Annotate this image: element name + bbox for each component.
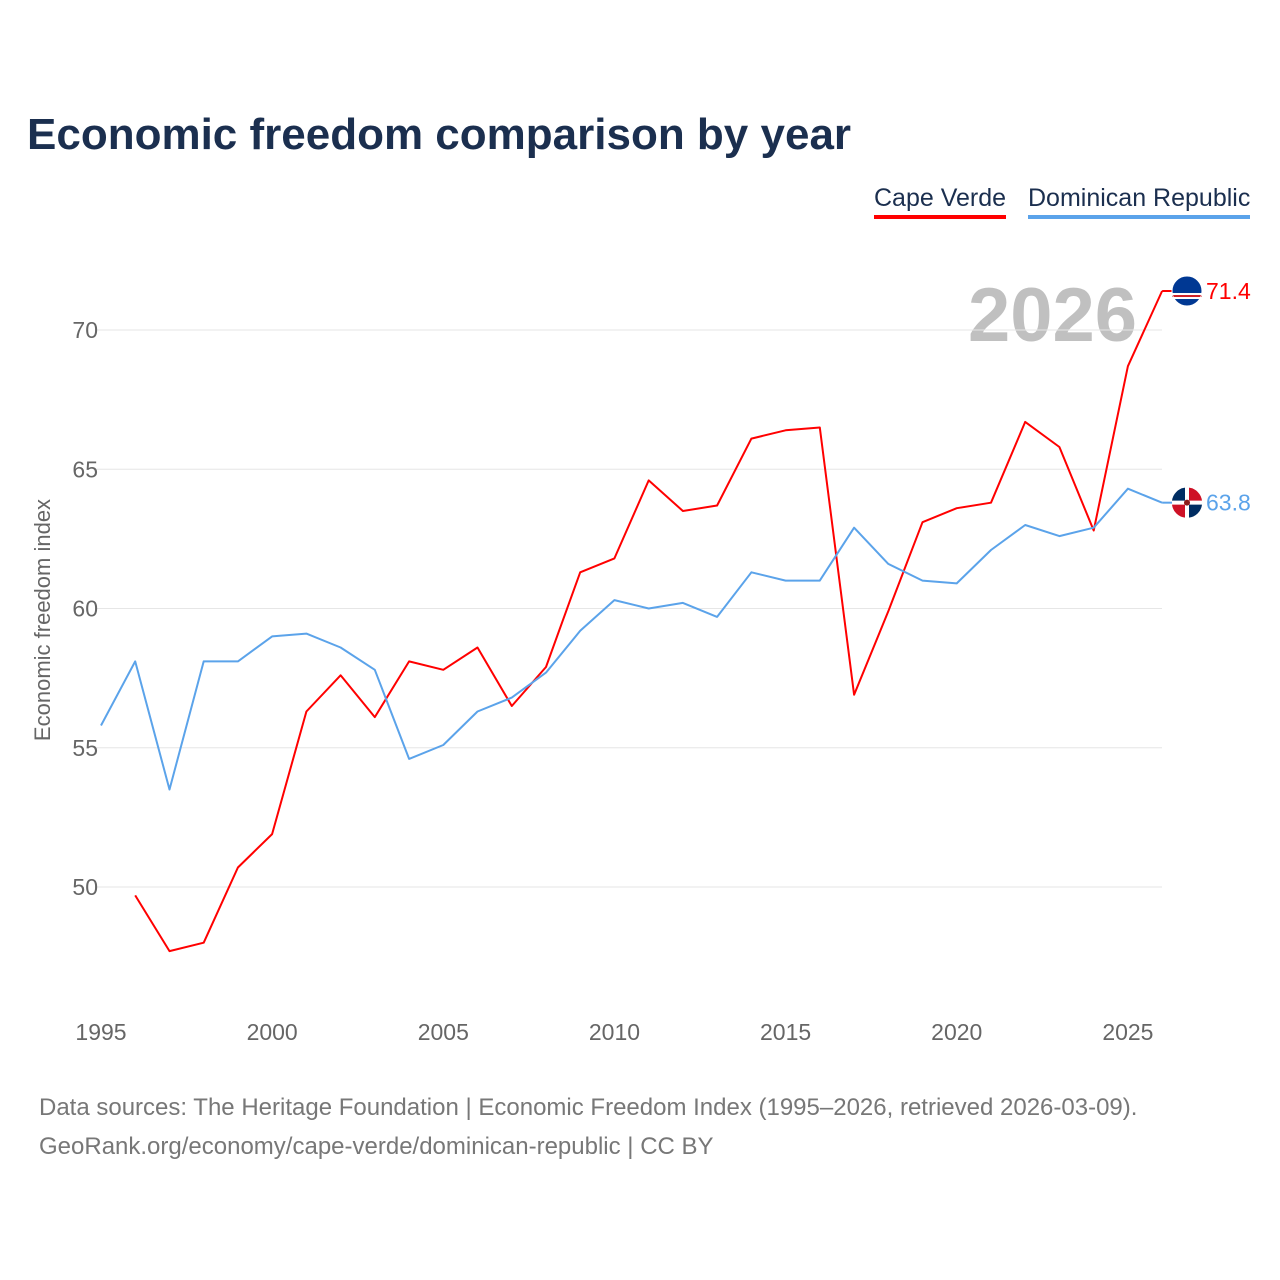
x-tick-label: 2015 bbox=[760, 1019, 811, 1045]
flag-quarter bbox=[1172, 504, 1185, 518]
flag-quarter bbox=[1172, 487, 1185, 501]
x-tick-label: 2025 bbox=[1102, 1019, 1153, 1045]
flag-border bbox=[1171, 275, 1203, 307]
cape-verde-flag-icon bbox=[1171, 275, 1203, 307]
end-value-label: 63.8 bbox=[1206, 490, 1251, 516]
series-line-dominican-republic bbox=[100, 487, 1163, 791]
x-tick-label: 1995 bbox=[75, 1019, 126, 1045]
flag-quarter bbox=[1189, 487, 1202, 501]
legend-dominican-republic[interactable]: Dominican Republic bbox=[1028, 184, 1251, 219]
x-tick-label: 2000 bbox=[247, 1019, 298, 1045]
flag-emblem bbox=[1184, 499, 1190, 506]
y-tick-label: 50 bbox=[72, 874, 98, 900]
end-value-label: 71.4 bbox=[1206, 278, 1251, 304]
y-tick-label: 70 bbox=[72, 317, 98, 343]
year-label: 2026 bbox=[968, 273, 1138, 358]
flag-stripe bbox=[1172, 295, 1202, 298]
y-tick-label: 55 bbox=[72, 735, 98, 761]
chart-title: Economic freedom comparison by year bbox=[27, 110, 852, 159]
x-tick-label: 2005 bbox=[418, 1019, 469, 1045]
dominican-republic-flag-icon bbox=[1172, 487, 1202, 518]
y-tick-label: 65 bbox=[72, 456, 98, 482]
y-tick-label: 60 bbox=[72, 596, 98, 622]
series-line-cape-verde bbox=[134, 290, 1164, 953]
y-axis-label: Economic freedom index bbox=[30, 499, 55, 741]
source-note: Data sources: The Heritage Foundation | … bbox=[39, 1088, 1137, 1166]
x-tick-label: 2020 bbox=[931, 1019, 982, 1045]
x-tick-label: 2010 bbox=[589, 1019, 640, 1045]
legend-cape-verde[interactable]: Cape Verde bbox=[874, 184, 1007, 219]
source-line-1: Data sources: The Heritage Foundation | … bbox=[39, 1094, 1138, 1121]
flag-quarter bbox=[1189, 504, 1202, 518]
source-line-2[interactable]: GeoRank.org/economy/cape-verde/dominican… bbox=[39, 1133, 714, 1160]
